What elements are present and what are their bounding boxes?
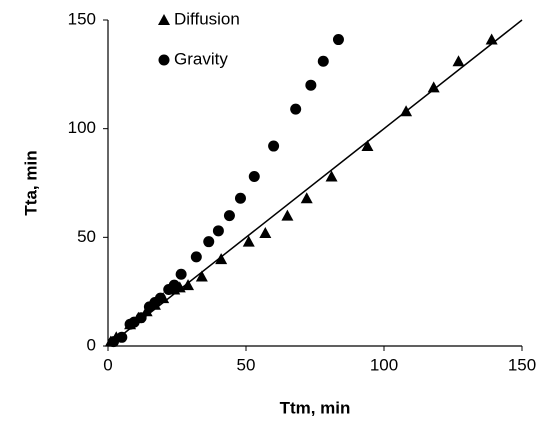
x-axis-label: Ttm, min bbox=[280, 398, 351, 417]
circle-marker bbox=[108, 336, 120, 348]
triangle-marker bbox=[452, 55, 465, 67]
y-tick-label: 150 bbox=[68, 9, 96, 28]
triangle-marker bbox=[300, 192, 313, 204]
circle-marker bbox=[135, 312, 147, 324]
x-tick-label: 150 bbox=[508, 355, 536, 374]
circle-marker bbox=[290, 103, 302, 115]
circle-marker bbox=[223, 210, 235, 222]
triangle-marker bbox=[427, 81, 440, 93]
circle-marker bbox=[248, 170, 260, 182]
triangle-marker bbox=[182, 279, 195, 291]
circle-marker bbox=[168, 279, 180, 291]
x-tick-label: 0 bbox=[103, 355, 112, 374]
y-tick-label: 100 bbox=[68, 118, 96, 137]
triangle-marker bbox=[361, 140, 374, 152]
triangle-marker bbox=[215, 253, 228, 265]
x-tick-label: 100 bbox=[370, 355, 398, 374]
circle-marker bbox=[212, 225, 224, 237]
circle-marker bbox=[203, 236, 215, 248]
y-tick-label: 0 bbox=[87, 335, 96, 354]
circle-marker bbox=[234, 192, 246, 204]
circle-marker bbox=[305, 79, 317, 91]
circle-marker bbox=[116, 331, 128, 343]
triangle-marker bbox=[259, 226, 272, 238]
circle-marker bbox=[154, 292, 166, 304]
triangle-marker bbox=[281, 209, 294, 221]
circle-marker bbox=[268, 140, 280, 152]
triangle-marker bbox=[325, 170, 338, 182]
circle-marker bbox=[332, 34, 344, 46]
y-tick-label: 50 bbox=[77, 227, 96, 246]
legend-marker bbox=[158, 14, 170, 25]
triangle-marker bbox=[242, 235, 255, 247]
x-tick-label: 50 bbox=[237, 355, 256, 374]
circle-marker bbox=[190, 251, 202, 263]
triangle-marker bbox=[195, 270, 208, 282]
legend-label: Diffusion bbox=[174, 9, 240, 28]
circle-marker bbox=[175, 268, 187, 280]
legend-label: Gravity bbox=[174, 49, 228, 68]
legend-marker bbox=[158, 54, 170, 66]
triangle-marker bbox=[485, 33, 498, 45]
circle-marker bbox=[317, 55, 329, 67]
fit-line bbox=[107, 19, 523, 347]
triangle-marker bbox=[400, 105, 413, 117]
y-axis-label: Tta, min bbox=[21, 150, 40, 215]
